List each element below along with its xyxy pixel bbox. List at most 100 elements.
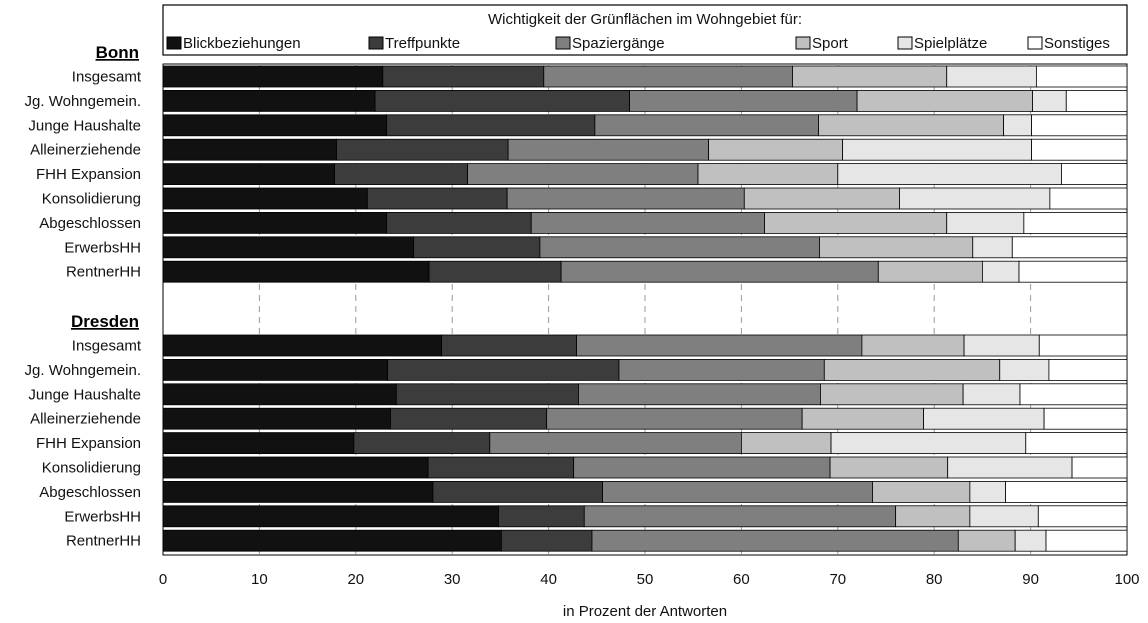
category-label: Junge Haushalte	[28, 117, 141, 134]
bar-segment	[413, 236, 541, 259]
legend-box	[162, 4, 1128, 56]
bar-segment	[1071, 456, 1128, 479]
bar-segment	[162, 236, 415, 259]
bar-segment	[594, 114, 819, 137]
legend-label: Spielplätze	[914, 35, 987, 52]
x-tick-label: 100	[1114, 571, 1139, 588]
group-label: Bonn	[96, 43, 139, 62]
bar-segment	[820, 383, 964, 406]
bar-segment	[999, 358, 1050, 381]
bar-segment	[1014, 529, 1047, 552]
bar-segment	[861, 334, 965, 357]
bar-segment	[957, 529, 1016, 552]
bar-segment	[1023, 211, 1128, 234]
x-tick-label: 10	[251, 571, 268, 588]
legend-swatch	[166, 36, 182, 50]
bar-segment	[963, 334, 1040, 357]
bar-segment	[162, 260, 430, 283]
legend-label: Blickbeziehungen	[183, 35, 301, 52]
bar-segment	[629, 90, 858, 112]
bar-segment	[969, 505, 1039, 528]
bar-segment	[899, 187, 1051, 210]
bar-segment	[1035, 65, 1128, 88]
category-label: Insgesamt	[72, 338, 142, 355]
bar-segment	[962, 383, 1021, 406]
bar-segment	[386, 114, 596, 137]
bar-segment	[583, 505, 897, 528]
bar-segment	[895, 505, 971, 528]
bar-segment	[390, 407, 548, 430]
x-tick-label: 30	[444, 571, 461, 588]
x-tick-label: 0	[159, 571, 167, 588]
x-tick-label: 40	[540, 571, 557, 588]
bar-segment	[1037, 505, 1128, 528]
bar-segment	[1061, 163, 1128, 186]
bar-segment	[1025, 432, 1128, 455]
bar-segment	[162, 90, 376, 112]
category-label: ErwerbsHH	[64, 239, 141, 256]
bar-segment	[353, 432, 491, 455]
bar-segment	[546, 407, 803, 430]
bar-segment	[162, 65, 384, 88]
bar-segment	[1031, 114, 1128, 137]
category-label: Abgeschlossen	[39, 215, 141, 232]
bar-segment	[366, 187, 508, 210]
bar-segment	[819, 236, 974, 259]
bar-segment	[923, 407, 1045, 430]
bar-segment	[741, 432, 832, 455]
bar-segment	[162, 358, 389, 381]
bar-segment	[336, 138, 509, 161]
bar-segment	[428, 260, 562, 283]
category-label: Insgesamt	[72, 69, 142, 86]
x-tick-label: 90	[1022, 571, 1039, 588]
bar-segment	[818, 114, 1005, 137]
bar-segment	[374, 90, 630, 112]
bar-segment	[162, 407, 391, 430]
bar-segment	[432, 480, 603, 503]
bar-segment	[386, 211, 532, 234]
bar-segment	[382, 65, 545, 88]
bar-segment	[467, 163, 699, 186]
bar-segment	[602, 480, 873, 503]
bar-segment	[507, 138, 710, 161]
chart-title: Wichtigkeit der Grünflächen im Wohngebie…	[488, 11, 802, 28]
bar-segment	[1031, 138, 1128, 161]
bar-segment	[1019, 383, 1128, 406]
bar-segment	[500, 529, 593, 552]
bar-segment	[489, 432, 742, 455]
bar-segment	[801, 407, 924, 430]
bar-segment	[162, 187, 368, 210]
bar-segment	[1049, 187, 1128, 210]
bar-segment	[708, 138, 844, 161]
category-label: RentnerHH	[66, 264, 141, 281]
category-label: Jg. Wohngemein.	[25, 93, 141, 110]
bar-segment	[539, 236, 820, 259]
bar-segment	[162, 432, 355, 455]
x-tick-label: 80	[926, 571, 943, 588]
bar-segment	[856, 90, 1033, 112]
category-label: Junge Haushalte	[28, 386, 141, 403]
bar-segment	[823, 358, 1001, 381]
bar-segment	[877, 260, 983, 283]
category-label: Konsolidierung	[42, 191, 141, 208]
bar-segment	[506, 187, 745, 210]
bar-segment	[578, 383, 821, 406]
legend-swatch	[1027, 36, 1043, 50]
category-label: Alleinerziehende	[30, 411, 141, 428]
x-axis-title: in Prozent der Antworten	[563, 603, 727, 620]
group-label: Dresden	[71, 312, 139, 331]
bar-segment	[837, 163, 1062, 186]
legend-swatch	[897, 36, 913, 50]
category-label: Alleinerziehende	[30, 142, 141, 159]
bar-segment	[162, 211, 388, 234]
bar-segment	[162, 138, 337, 161]
bar-segment	[1043, 407, 1128, 430]
bar-segment	[543, 65, 793, 88]
bar-segment	[498, 505, 585, 528]
x-tick-label: 50	[637, 571, 654, 588]
bar-segment	[1018, 260, 1128, 283]
legend-swatch	[555, 36, 571, 50]
bar-segment	[162, 480, 434, 503]
bar-segment	[830, 432, 1027, 455]
